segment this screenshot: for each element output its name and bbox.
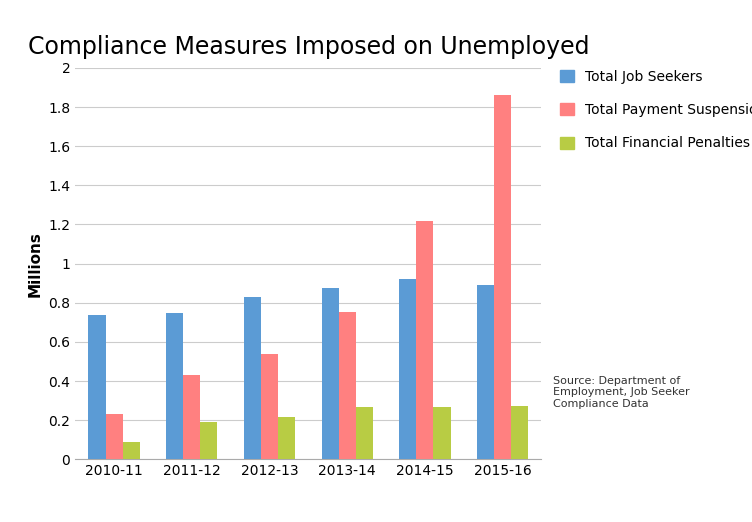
Bar (356, 408, 373, 459)
Legend: Total Job Seekers, Total Payment Suspensions, Total Financial Penalties: Total Job Seekers, Total Payment Suspens… (559, 69, 752, 150)
Title: Compliance Measures Imposed on Unemployed: Compliance Measures Imposed on Unemploye… (28, 35, 589, 59)
Bar (417, 221, 433, 459)
Bar (261, 354, 278, 459)
Bar (244, 297, 261, 459)
Bar (433, 407, 450, 459)
Bar (105, 414, 123, 459)
Bar (200, 422, 217, 459)
Bar (89, 314, 105, 459)
Bar (477, 285, 494, 459)
Y-axis label: Millions: Millions (28, 231, 43, 296)
Bar (166, 313, 183, 459)
Bar (338, 312, 356, 459)
Bar (511, 406, 528, 459)
Bar (494, 95, 511, 459)
Bar (183, 375, 200, 459)
Text: Source: Department of
Employment, Job Seeker
Compliance Data: Source: Department of Employment, Job Se… (553, 376, 690, 409)
Bar (322, 288, 338, 459)
Bar (278, 417, 295, 459)
Bar (123, 442, 140, 459)
Bar (399, 279, 417, 459)
